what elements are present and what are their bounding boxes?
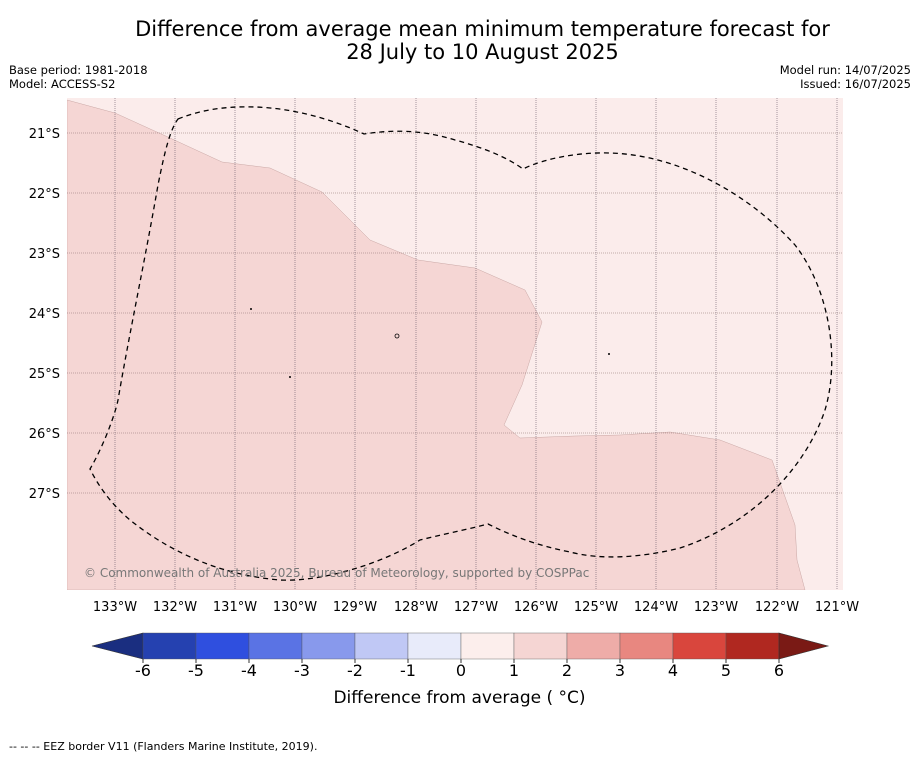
model-run-text: Model run: 14/07/2025: [779, 63, 911, 77]
metadata-right: Model run: 14/07/2025 Issued: 16/07/2025: [780, 63, 911, 91]
longitude-label: 128°W: [394, 600, 438, 615]
latitude-labels: 21°S 22°S 23°S 24°S 25°S 26°S 27°S: [29, 127, 60, 502]
colorbar-tick-label: 1: [509, 661, 519, 680]
colorbar-tick-label: -3: [294, 661, 310, 680]
longitude-label: 123°W: [694, 600, 738, 615]
latitude-label: 26°S: [29, 427, 60, 442]
colorbar-swatch: [566, 632, 621, 660]
longitude-label: 124°W: [634, 600, 678, 615]
colorbar-tick-label: -2: [347, 661, 363, 680]
copyright-text: © Commonwealth of Australia 2025, Bureau…: [84, 566, 589, 580]
anomaly-zone-1-2: [67, 99, 806, 590]
longitude-label: 126°W: [514, 600, 558, 615]
map-area: [67, 98, 843, 590]
title-line-2: 28 July to 10 August 2025: [346, 40, 619, 64]
colorbar-swatch: [301, 632, 356, 660]
longitude-labels: 133°W 132°W 131°W 130°W 129°W 128°W 127°W 126°W…: [93, 600, 859, 615]
colorbar-tick-label: -5: [188, 661, 204, 680]
latitude-label: 25°S: [29, 367, 60, 382]
issued-text: Issued: 16/07/2025: [800, 77, 911, 91]
footer-legend: -- -- -- EEZ border V11 (Flanders Marine…: [9, 740, 318, 753]
small-islands: [250, 308, 610, 378]
latitude-label: 24°S: [29, 307, 60, 322]
colorbar-tick-label: 4: [668, 661, 678, 680]
latitude-label: 27°S: [29, 487, 60, 502]
colorbar-tick-label: 5: [721, 661, 731, 680]
graticule: [67, 98, 843, 590]
colorbar-swatch: [460, 632, 515, 660]
longitude-label: 130°W: [273, 600, 317, 615]
longitude-label: 125°W: [574, 600, 618, 615]
colorbar-swatch: [619, 632, 674, 660]
colorbar-tick-label: 2: [562, 661, 572, 680]
colorbar-high-extend: [778, 632, 830, 660]
colorbar-swatch: [725, 632, 780, 660]
longitude-label: 133°W: [93, 600, 137, 615]
base-period-text: Base period: 1981-2018: [9, 63, 148, 77]
model-text: Model: ACCESS-S2: [9, 77, 116, 91]
colorbar-swatch: [195, 632, 250, 660]
colorbar-swatch: [248, 632, 303, 660]
colorbar: -6 -5 -4 -3 -2 -1 0 1 2 3 4 5 6: [91, 632, 830, 680]
longitude-label: 122°W: [755, 600, 799, 615]
colorbar-tick-label: -6: [135, 661, 151, 680]
longitude-label: 129°W: [333, 600, 377, 615]
latitude-label: 22°S: [29, 187, 60, 202]
latitude-label: 21°S: [29, 127, 60, 142]
colorbar-swatch: [513, 632, 568, 660]
colorbar-tick-label: -1: [400, 661, 416, 680]
longitude-label: 127°W: [454, 600, 498, 615]
colorbar-tick-label: 0: [456, 661, 466, 680]
colorbar-label: Difference from average ( °C): [333, 688, 586, 708]
colorbar-low-extend: [91, 632, 144, 660]
colorbar-tick-label: 6: [774, 661, 784, 680]
title-line-1: Difference from average mean minimum tem…: [135, 17, 830, 41]
longitude-label: 121°W: [815, 600, 859, 615]
colorbar-swatch: [142, 632, 197, 660]
colorbar-tick-label: 3: [615, 661, 625, 680]
colorbar-swatch: [407, 632, 462, 660]
colorbar-tick-label: -4: [241, 661, 257, 680]
longitude-label: 131°W: [213, 600, 257, 615]
latitude-label: 23°S: [29, 247, 60, 262]
metadata-left: Base period: 1981-2018 Model: ACCESS-S2: [9, 63, 148, 91]
colorbar-swatch: [672, 632, 727, 660]
longitude-label: 132°W: [153, 600, 197, 615]
colorbar-swatch: [354, 632, 409, 660]
chart-title: Difference from average mean minimum tem…: [90, 18, 875, 64]
eez-border-line: [89, 106, 833, 581]
